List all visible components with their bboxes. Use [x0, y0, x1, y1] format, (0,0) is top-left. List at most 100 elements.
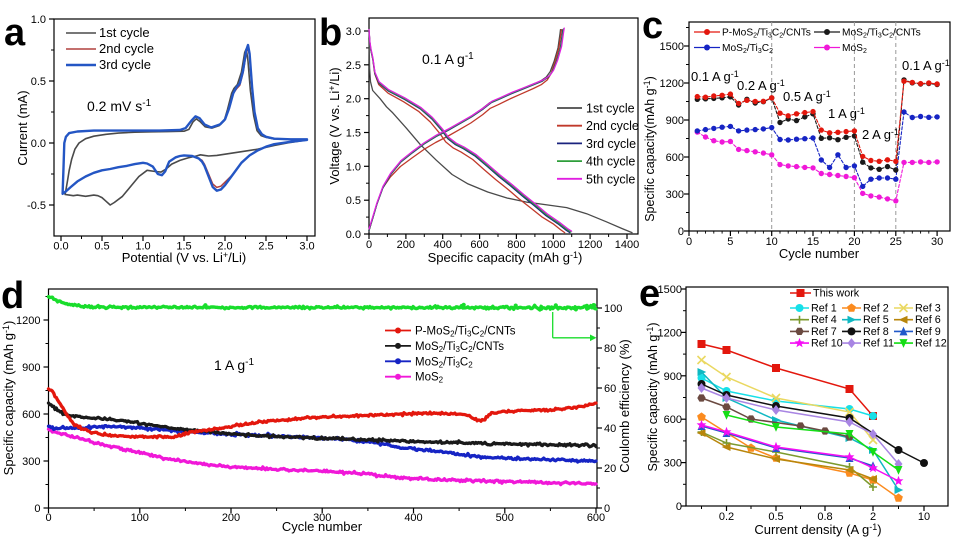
svg-text:60: 60	[604, 383, 616, 395]
svg-text:1500: 1500	[658, 284, 682, 296]
svg-text:3.0: 3.0	[346, 26, 361, 38]
svg-text:0: 0	[676, 501, 682, 513]
svg-text:0.0: 0.0	[346, 229, 361, 241]
svg-text:Ref 6: Ref 6	[915, 314, 941, 326]
svg-text:2.5: 2.5	[346, 60, 361, 72]
svg-text:1st cycle: 1st cycle	[586, 102, 635, 116]
svg-text:1200: 1200	[16, 315, 40, 327]
svg-text:30: 30	[931, 236, 943, 248]
svg-text:MoS2: MoS2	[415, 372, 444, 385]
svg-text:Specific capacity(mAh g-1): Specific capacity(mAh g-1)	[642, 76, 657, 222]
svg-text:80: 80	[604, 343, 616, 355]
svg-text:900: 900	[666, 115, 684, 127]
svg-text:MoS2/Ti3C2: MoS2/Ti3C2	[722, 43, 773, 55]
svg-text:Specific capacity (mAh g-1): Specific capacity (mAh g-1)	[645, 322, 660, 471]
svg-text:0.5: 0.5	[768, 511, 783, 523]
svg-text:Ref 2: Ref 2	[863, 303, 889, 315]
svg-text:0.0: 0.0	[53, 241, 68, 253]
svg-text:0.5: 0.5	[94, 241, 109, 253]
svg-text:Ref 9: Ref 9	[915, 326, 941, 338]
svg-text:600: 600	[666, 152, 684, 164]
svg-text:MoS2/Ti3C2/CNTs: MoS2/Ti3C2/CNTs	[415, 341, 504, 354]
svg-text:0.1 A g-1: 0.1 A g-1	[902, 58, 950, 73]
svg-text:0.0: 0.0	[31, 138, 46, 150]
svg-text:2: 2	[870, 511, 876, 523]
svg-text:300: 300	[664, 458, 682, 470]
svg-text:0: 0	[604, 503, 610, 515]
svg-text:0.1 A g-1: 0.1 A g-1	[691, 69, 739, 84]
svg-text:0.2 A g-1: 0.2 A g-1	[737, 78, 785, 93]
svg-text:Ref 11: Ref 11	[863, 338, 894, 350]
svg-text:Current (mA): Current (mA)	[15, 90, 30, 165]
svg-text:Current density (A g-1): Current density (A g-1)	[754, 522, 881, 537]
svg-text:10: 10	[766, 236, 778, 248]
svg-text:Coulomb efficiency (%): Coulomb efficiency (%)	[617, 339, 632, 472]
svg-text:0: 0	[678, 226, 684, 238]
svg-text:4th cycle: 4th cycle	[586, 155, 635, 169]
svg-text:Potential (V vs. Li+/Li): Potential (V vs. Li+/Li)	[122, 250, 246, 265]
svg-text:Ref 8: Ref 8	[863, 326, 889, 338]
svg-text:600: 600	[470, 239, 488, 251]
svg-text:40: 40	[604, 423, 616, 435]
svg-text:MoS2/Ti3C2/CNTs: MoS2/Ti3C2/CNTs	[842, 28, 921, 40]
svg-text:MoS2/Ti3C2: MoS2/Ti3C2	[415, 356, 473, 369]
svg-text:300: 300	[666, 189, 684, 201]
svg-text:a: a	[4, 12, 26, 54]
svg-text:Specific capacity (mAh g-1): Specific capacity (mAh g-1)	[1, 321, 16, 476]
svg-text:Voltage (V vs. Li+/Li): Voltage (V vs. Li+/Li)	[327, 67, 342, 184]
svg-text:Ref 3: Ref 3	[915, 303, 941, 315]
svg-text:3rd cycle: 3rd cycle	[99, 57, 151, 72]
svg-text:0.5 A g-1: 0.5 A g-1	[783, 89, 831, 104]
svg-text:0.1 A g-1: 0.1 A g-1	[422, 51, 474, 67]
svg-text:1 A g-1: 1 A g-1	[214, 357, 254, 373]
svg-text:100: 100	[131, 512, 149, 524]
svg-text:600: 600	[587, 512, 605, 524]
svg-text:20: 20	[604, 463, 616, 475]
svg-text:0: 0	[686, 236, 692, 248]
svg-text:0.8: 0.8	[817, 511, 832, 523]
svg-text:1.5: 1.5	[176, 241, 191, 253]
svg-text:P-MoS2/Ti3C2/CNTs: P-MoS2/Ti3C2/CNTs	[415, 326, 516, 339]
svg-text:200: 200	[222, 512, 240, 524]
svg-text:Ref 12: Ref 12	[915, 338, 947, 350]
svg-text:2.0: 2.0	[217, 241, 232, 253]
svg-text:Cycle number: Cycle number	[779, 246, 860, 261]
svg-text:300: 300	[313, 512, 331, 524]
svg-text:1500: 1500	[660, 41, 684, 53]
svg-text:800: 800	[507, 239, 525, 251]
svg-text:300: 300	[22, 456, 40, 468]
svg-text:1000: 1000	[541, 239, 565, 251]
svg-text:200: 200	[397, 239, 415, 251]
svg-text:0: 0	[45, 512, 51, 524]
svg-text:Ref 5: Ref 5	[863, 314, 889, 326]
svg-text:Ref 7: Ref 7	[811, 326, 837, 338]
svg-text:1 A g-1: 1 A g-1	[828, 106, 865, 121]
svg-text:2nd cycle: 2nd cycle	[99, 41, 154, 56]
svg-text:1200: 1200	[660, 78, 684, 90]
svg-text:1.0: 1.0	[135, 241, 150, 253]
svg-text:3rd cycle: 3rd cycle	[586, 137, 636, 151]
svg-text:0.5: 0.5	[31, 76, 46, 88]
svg-text:900: 900	[22, 362, 40, 374]
svg-text:5th cycle: 5th cycle	[586, 172, 635, 186]
svg-text:600: 600	[664, 414, 682, 426]
svg-text:500: 500	[496, 512, 514, 524]
svg-text:P-MoS2/Ti3C2/CNTs: P-MoS2/Ti3C2/CNTs	[722, 28, 811, 40]
svg-text:1200: 1200	[578, 239, 602, 251]
svg-text:-0.5: -0.5	[27, 200, 46, 212]
svg-text:3.0: 3.0	[299, 241, 314, 253]
svg-text:5: 5	[727, 236, 733, 248]
svg-text:Ref 4: Ref 4	[811, 314, 837, 326]
svg-text:This work: This work	[813, 288, 860, 300]
svg-text:MoS2: MoS2	[842, 43, 867, 55]
svg-text:100: 100	[604, 303, 622, 315]
svg-text:600: 600	[22, 409, 40, 421]
svg-text:0.2: 0.2	[719, 511, 734, 523]
svg-text:Ref 1: Ref 1	[811, 303, 837, 315]
svg-text:0.5: 0.5	[346, 195, 361, 207]
svg-text:15: 15	[807, 236, 819, 248]
svg-text:e: e	[639, 273, 660, 315]
svg-text:1200: 1200	[658, 327, 682, 339]
svg-text:Specific capacity (mAh g-1): Specific capacity (mAh g-1)	[428, 250, 583, 265]
svg-text:b: b	[319, 12, 342, 54]
